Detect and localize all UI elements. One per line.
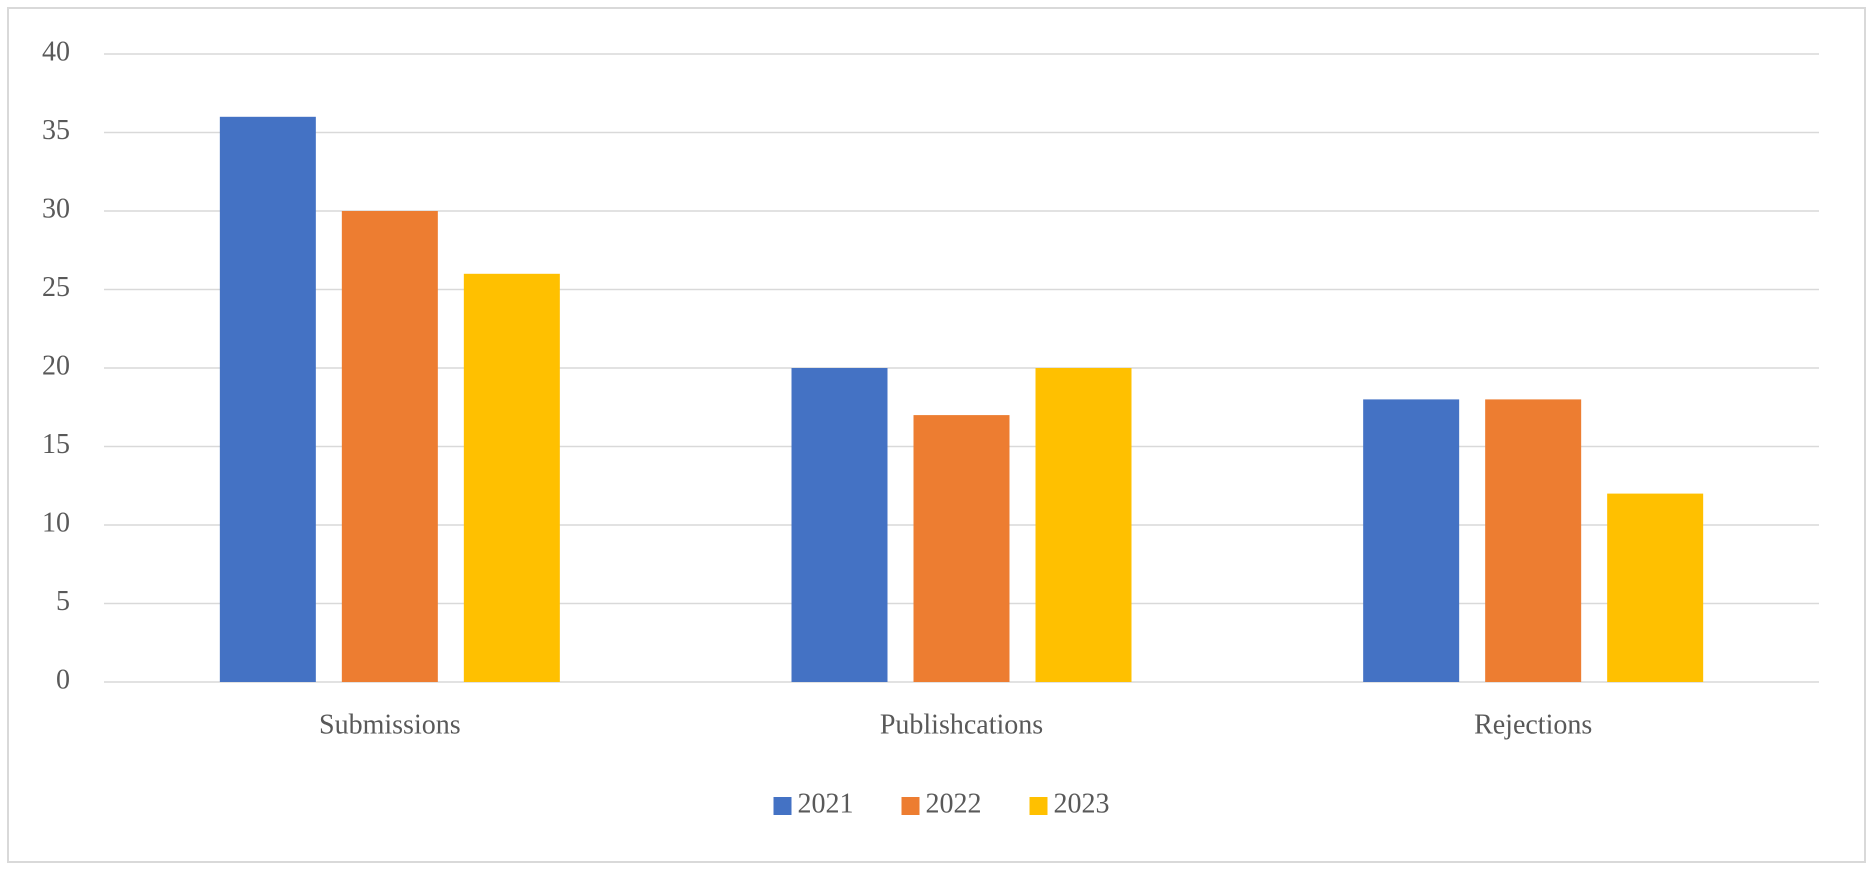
bar [1485,399,1582,682]
x-tick-label: Publishcations [880,709,1043,740]
bar [463,273,560,682]
bar [1363,399,1460,682]
bar [913,415,1010,682]
legend-swatch [773,797,792,815]
legend-swatch [1029,797,1048,815]
y-tick-label: 10 [42,507,70,538]
legend-label: 2023 [1054,788,1110,819]
legend-label: 2021 [798,788,854,819]
bar [341,211,438,682]
y-tick-label: 0 [56,664,70,695]
y-tick-label: 15 [42,429,70,460]
x-tick-label: Submissions [319,709,461,740]
y-tick-label: 25 [42,272,70,303]
legend-label: 2022 [926,788,982,819]
x-tick-label: Rejections [1474,709,1592,740]
y-tick-label: 35 [42,115,70,146]
y-tick-label: 40 [42,36,70,67]
y-tick-label: 30 [42,193,70,224]
legend-swatch [901,797,920,815]
y-tick-label: 20 [42,350,70,381]
bar [1607,493,1704,682]
bar [1035,368,1132,682]
bar [791,368,888,682]
bar [219,116,316,683]
y-tick-label: 5 [56,586,70,617]
